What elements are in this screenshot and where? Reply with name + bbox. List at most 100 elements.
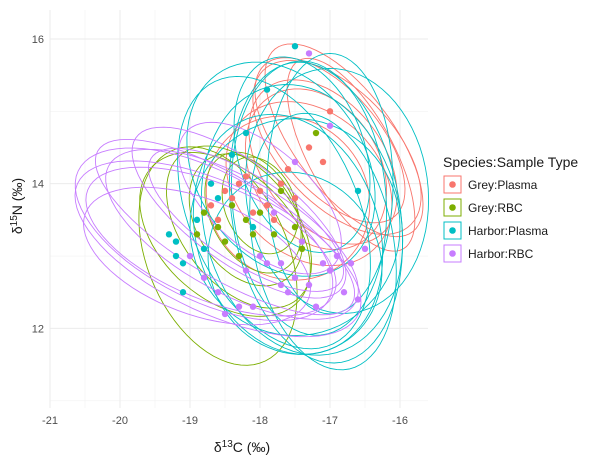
data-point-1: [270, 231, 278, 238]
ellipse-3: [83, 186, 311, 326]
data-point-2: [172, 252, 180, 260]
data-point-3: [305, 281, 313, 289]
data-point-1: [277, 187, 285, 195]
x-tick-label: -16: [392, 415, 408, 427]
data-point-2: [172, 238, 180, 245]
legend-key-dot: [449, 181, 456, 188]
y-tick-label: 16: [32, 34, 44, 46]
x-axis-ticks: -21 -20 -19 -18 -17 -16: [42, 415, 408, 427]
legend-label: Grey:Plasma: [468, 178, 538, 192]
data-point-0: [305, 144, 313, 151]
data-point-2: [263, 86, 271, 93]
data-point-3: [326, 267, 334, 274]
ellipse-2: [233, 56, 371, 253]
data-point-0: [249, 209, 257, 216]
data-point-3: [291, 274, 299, 281]
legend-key-dot: [449, 227, 456, 234]
data-point-3: [284, 289, 292, 296]
y-axis-ticks: 12 14 16: [32, 34, 44, 335]
data-point-1: [200, 209, 208, 216]
data-point-1: [193, 231, 201, 238]
y-tick-label: 14: [32, 179, 44, 191]
data-point-1: [298, 245, 306, 252]
data-point-3: [221, 310, 229, 318]
ellipse-3: [105, 148, 359, 320]
data-point-0: [221, 187, 229, 195]
data-point-0: [207, 202, 215, 209]
data-point-0: [242, 173, 250, 180]
data-point-1: [228, 202, 236, 209]
data-point-3: [200, 274, 208, 281]
ellipse-2: [207, 171, 383, 355]
ellipse-3: [94, 138, 356, 316]
ellipse-2: [229, 61, 403, 364]
data-point-0: [214, 216, 222, 224]
data-point-3: [326, 122, 334, 129]
data-point-3: [305, 50, 313, 57]
legend-label: Harbor:Plasma: [468, 224, 548, 238]
data-point-2: [207, 180, 215, 187]
legend-entries: Grey:Plasma Grey:RBC Harbor:Plasma Harbor:R…: [443, 175, 548, 263]
data-point-0: [326, 108, 334, 115]
data-point-3: [242, 267, 250, 274]
data-point-3: [277, 281, 285, 289]
legend-label: Harbor:RBC: [468, 247, 534, 261]
data-point-2: [214, 194, 222, 202]
data-point-2: [354, 187, 362, 195]
data-point-3: [186, 252, 194, 260]
data-point-2: [242, 129, 250, 137]
x-tick-label: -17: [322, 415, 338, 427]
data-point-0: [319, 158, 327, 166]
data-point-2: [193, 216, 201, 224]
data-point-1: [242, 216, 250, 224]
ellipse-2: [266, 52, 394, 315]
y-axis-title: δ15N (‰): [9, 178, 26, 234]
data-point-2: [228, 151, 236, 158]
legend-key-dot: [449, 204, 456, 211]
ellipse-3: [74, 160, 362, 338]
ellipse-3: [178, 121, 342, 275]
ellipse-2: [177, 75, 371, 350]
ellipse-3: [85, 166, 337, 317]
ellipse-layer: [74, 43, 430, 371]
data-point-1: [312, 129, 320, 137]
ellipse-2: [189, 118, 401, 337]
ellipse-3: [131, 126, 347, 299]
ellipse-0: [264, 43, 424, 238]
ellipse-3: [74, 147, 334, 322]
data-point-2: [165, 231, 173, 238]
data-point-3: [256, 252, 264, 260]
x-axis-title: δ13C (‰): [214, 439, 270, 456]
ellipse-2: [244, 67, 430, 314]
data-point-2: [291, 42, 299, 50]
data-point-3: [354, 296, 362, 303]
y-tick-label: 12: [32, 323, 44, 335]
data-point-1: [214, 223, 222, 231]
data-point-1: [235, 252, 243, 260]
data-point-3: [270, 209, 278, 216]
data-point-0: [291, 194, 299, 202]
legend: Species:Sample Type Grey:Plasma Grey:RBC H…: [443, 154, 578, 263]
data-point-3: [214, 289, 222, 296]
ellipse-0: [205, 115, 371, 281]
data-point-3: [333, 252, 341, 260]
x-tick-label: -21: [42, 415, 58, 427]
x-tick-label: -18: [252, 415, 268, 427]
data-point-0: [263, 202, 271, 209]
ellipse-1: [204, 151, 302, 274]
data-point-0: [277, 180, 285, 187]
data-point-0: [228, 194, 236, 202]
ellipse-0: [252, 60, 422, 235]
data-point-3: [277, 260, 285, 267]
ellipse-2: [200, 84, 404, 356]
data-point-0: [235, 180, 243, 187]
data-point-3: [347, 260, 355, 267]
data-point-3: [235, 303, 243, 310]
data-point-2: [249, 223, 257, 231]
data-point-1: [256, 209, 264, 216]
data-point-0: [284, 166, 292, 173]
point-layer: [165, 42, 369, 318]
x-tick-label: -19: [182, 415, 198, 427]
data-point-1: [291, 223, 299, 231]
